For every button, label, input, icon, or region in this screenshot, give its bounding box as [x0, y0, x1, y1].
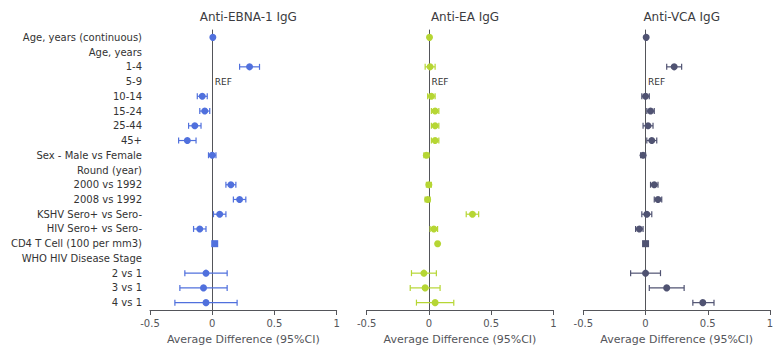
svg-text:1: 1	[550, 318, 556, 329]
svg-text:1: 1	[333, 318, 339, 329]
svg-text:3 vs 1: 3 vs 1	[112, 282, 142, 293]
svg-text:0.5: 0.5	[700, 318, 716, 329]
svg-text:25-44: 25-44	[113, 120, 142, 131]
svg-text:REF: REF	[215, 77, 232, 87]
svg-text:WHO HIV Disease Stage: WHO HIV Disease Stage	[22, 253, 142, 264]
svg-text:Age, years: Age, years	[89, 47, 142, 58]
svg-text:Sex - Male vs Female: Sex - Male vs Female	[36, 150, 142, 161]
svg-text:-0.5: -0.5	[357, 318, 377, 329]
svg-text:-0.5: -0.5	[574, 318, 594, 329]
svg-text:Average Difference (95%CI): Average Difference (95%CI)	[384, 333, 537, 346]
svg-text:2 vs 1: 2 vs 1	[112, 268, 142, 279]
svg-text:REF: REF	[431, 77, 448, 87]
svg-text:45+: 45+	[121, 135, 142, 146]
svg-text:Average Difference (95%CI): Average Difference (95%CI)	[600, 333, 753, 346]
svg-text:0: 0	[642, 318, 648, 329]
svg-text:4 vs 1: 4 vs 1	[112, 297, 142, 308]
svg-text:Average Difference (95%CI): Average Difference (95%CI)	[167, 333, 320, 346]
svg-text:Anti-VCA IgG: Anti-VCA IgG	[643, 10, 720, 24]
svg-text:0.5: 0.5	[266, 318, 282, 329]
svg-text:0: 0	[209, 318, 215, 329]
svg-text:KSHV Sero+ vs Sero-: KSHV Sero+ vs Sero-	[37, 209, 143, 220]
svg-text:Anti-EBNA-1 IgG: Anti-EBNA-1 IgG	[200, 10, 297, 24]
svg-text:HIV Sero+ vs Sero-: HIV Sero+ vs Sero-	[47, 223, 143, 234]
svg-text:-0.5: -0.5	[140, 318, 160, 329]
svg-text:2000 vs 1992: 2000 vs 1992	[74, 179, 142, 190]
svg-text:5-9: 5-9	[126, 76, 142, 87]
svg-text:1: 1	[767, 318, 773, 329]
svg-text:REF: REF	[648, 77, 665, 87]
svg-text:Anti-EA IgG: Anti-EA IgG	[431, 10, 499, 24]
svg-text:Round (year): Round (year)	[77, 165, 142, 176]
svg-text:Age, years (continuous): Age, years (continuous)	[23, 32, 142, 43]
svg-text:0: 0	[426, 318, 432, 329]
svg-text:1-4: 1-4	[126, 61, 142, 72]
svg-text:0.5: 0.5	[483, 318, 499, 329]
svg-text:2008 vs 1992: 2008 vs 1992	[74, 194, 142, 205]
svg-text:15-24: 15-24	[113, 106, 142, 117]
svg-text:10-14: 10-14	[113, 91, 142, 102]
svg-text:CD4 T Cell (100 per mm3): CD4 T Cell (100 per mm3)	[11, 238, 142, 249]
